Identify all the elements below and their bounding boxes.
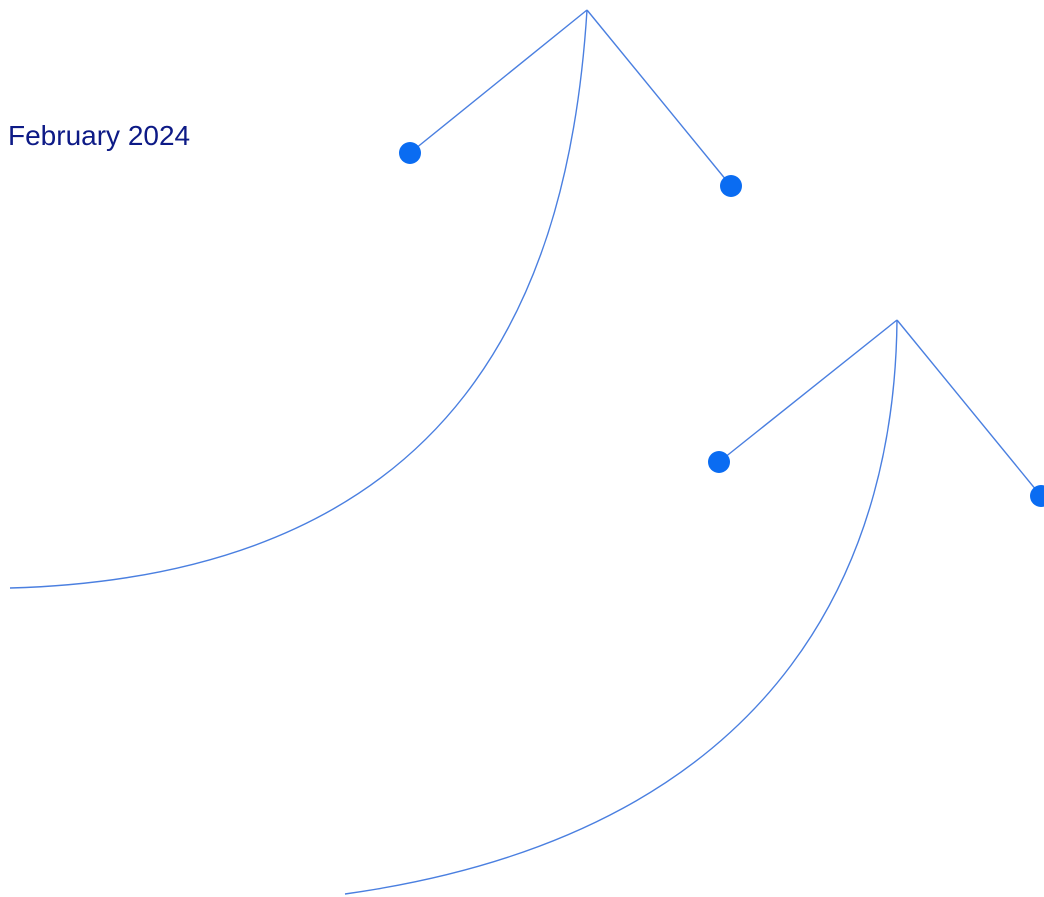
upper-left-node [399, 142, 421, 164]
lower-right-branch [896, 319, 1042, 497]
lower-curve [344, 319, 898, 895]
lower-left-branch [718, 319, 898, 463]
upper-right-node [720, 175, 742, 197]
upper-curve [9, 9, 588, 589]
upper-left-branch [409, 9, 588, 154]
lower-swoosh [344, 319, 1044, 895]
lower-right-node [1030, 485, 1044, 507]
upper-right-branch [586, 9, 732, 187]
date-label: February 2024 [8, 120, 191, 151]
upper-swoosh [9, 9, 742, 589]
lower-left-node [708, 451, 730, 473]
